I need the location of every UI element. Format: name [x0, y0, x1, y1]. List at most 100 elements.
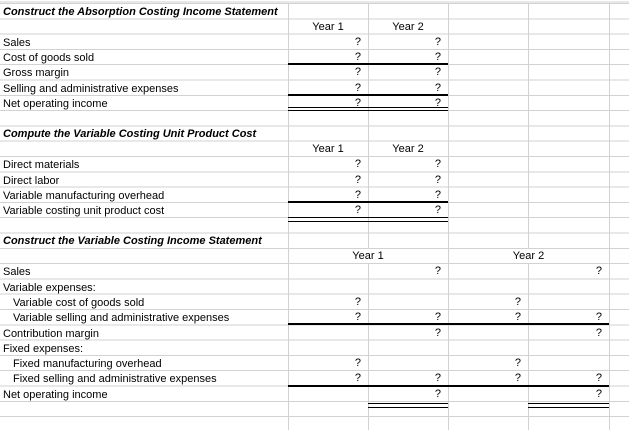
- value-cell-noi-y2[interactable]: ?: [595, 387, 602, 400]
- year1-header: Year 1: [312, 20, 344, 33]
- row-label: Fixed expenses:: [3, 342, 84, 355]
- value-cell-fixed-mo-y2[interactable]: ?: [514, 357, 521, 370]
- row-label: Sales: [3, 36, 31, 49]
- row-label: Variable cost of goods sold: [13, 296, 145, 309]
- value-cell-var-cogs-y2[interactable]: ?: [514, 295, 521, 308]
- value-cell-dl-y1[interactable]: ?: [354, 173, 361, 186]
- value-cell-sales-y2[interactable]: ?: [434, 35, 441, 48]
- row-label: Variable costing unit product cost: [3, 205, 165, 218]
- value-cell-fixed-sga-y2b[interactable]: ?: [595, 372, 602, 385]
- row-label: Direct materials: [3, 159, 80, 172]
- table-row: Variable costing unit product cost ? ?: [0, 202, 629, 217]
- value-cell-sales-y1[interactable]: ?: [434, 265, 441, 278]
- table-row: Fixed manufacturing overhead ? ?: [0, 355, 629, 370]
- gridline-vertical: [528, 3, 529, 248]
- value-cell-fixed-sga-y2a[interactable]: ?: [514, 372, 521, 385]
- row-label: Net operating income: [3, 98, 108, 111]
- table-row: Net operating income ? ?: [0, 386, 629, 401]
- table-row: Contribution margin ? ?: [0, 324, 629, 340]
- gridline-vertical: [528, 263, 529, 430]
- value-cell-gross-margin-y2[interactable]: ?: [434, 66, 441, 79]
- value-cell-gross-margin-y1[interactable]: ?: [354, 66, 361, 79]
- row-label: Variable manufacturing overhead: [3, 189, 165, 202]
- row-label: Net operating income: [3, 388, 108, 401]
- value-cell-var-sga-y2a[interactable]: ?: [514, 311, 521, 324]
- table-row: Year 1 Year 2: [0, 18, 629, 33]
- total-double-border: [368, 403, 448, 408]
- year1-header: Year 1: [312, 142, 344, 155]
- value-cell-sga-y1[interactable]: ?: [354, 81, 361, 94]
- value-cell-var-sga-y2b[interactable]: ?: [595, 311, 602, 324]
- table-row: Variable selling and administrative expe…: [0, 309, 629, 324]
- row-label: Sales: [3, 266, 31, 279]
- year2-header: Year 2: [392, 20, 424, 33]
- table-row: Sales ? ?: [0, 263, 629, 278]
- value-cell-vmo-y2[interactable]: ?: [434, 188, 441, 201]
- table-row: Selling and administrative expenses ? ?: [0, 80, 629, 95]
- table-row: Direct labor ? ?: [0, 171, 629, 187]
- subtotal-border: [288, 94, 448, 96]
- value-cell-dl-y2[interactable]: ?: [434, 173, 441, 186]
- value-cell-sales-y1[interactable]: ?: [354, 35, 361, 48]
- gridline-vertical: [609, 3, 610, 430]
- value-cell-cogs-y2[interactable]: ?: [434, 51, 441, 64]
- row-label: Contribution margin: [3, 327, 99, 340]
- value-cell-contribution-margin-y1[interactable]: ?: [434, 326, 441, 339]
- section3-title: Construct the Variable Costing Income St…: [0, 234, 267, 248]
- value-cell-dm-y2[interactable]: ?: [434, 158, 441, 171]
- section2-title: Compute the Variable Costing Unit Produc…: [0, 127, 262, 141]
- table-row: Fixed selling and administrative expense…: [0, 370, 629, 385]
- row-label: Variable expenses:: [3, 281, 96, 294]
- row-label: Cost of goods sold: [3, 52, 95, 65]
- row-label: Fixed selling and administrative expense…: [13, 373, 217, 386]
- row-label: Gross margin: [3, 67, 70, 80]
- value-cell-fixed-sga-y1a[interactable]: ?: [354, 372, 361, 385]
- subtotal-border: [288, 201, 448, 203]
- value-cell-noi-y1[interactable]: ?: [354, 97, 361, 110]
- subtotal-border: [288, 323, 609, 325]
- value-cell-vmo-y1[interactable]: ?: [354, 188, 361, 201]
- value-cell-cogs-y1[interactable]: ?: [354, 51, 361, 64]
- total-double-border: [288, 107, 448, 111]
- year1-header-merged: Year 1: [352, 250, 384, 263]
- value-cell-var-cogs-y1[interactable]: ?: [354, 295, 361, 308]
- section1-title: Construct the Absorption Costing Income …: [0, 4, 283, 18]
- value-cell-var-sga-y1a[interactable]: ?: [354, 311, 361, 324]
- value-cell-unit-cost-y2[interactable]: ?: [434, 204, 441, 217]
- table-row: Fixed expenses:: [0, 340, 629, 355]
- value-cell-fixed-mo-y1[interactable]: ?: [354, 357, 361, 370]
- table-row: Variable expenses:: [0, 278, 629, 294]
- value-cell-var-sga-y1b[interactable]: ?: [434, 311, 441, 324]
- total-double-border: [528, 403, 609, 408]
- table-row: Net operating income ? ?: [0, 95, 629, 110]
- table-row: Sales ? ?: [0, 34, 629, 49]
- value-cell-fixed-sga-y1b[interactable]: ?: [434, 372, 441, 385]
- table-row: Direct materials ? ?: [0, 156, 629, 171]
- value-cell-noi-y2[interactable]: ?: [434, 97, 441, 110]
- table-row: Year 1 Year 2: [0, 248, 629, 263]
- table-row: Cost of goods sold ? ?: [0, 49, 629, 64]
- value-cell-unit-cost-y1[interactable]: ?: [354, 204, 361, 217]
- table-row: Gross margin ? ?: [0, 64, 629, 79]
- gridline-vertical: [288, 3, 289, 430]
- year2-header-merged: Year 2: [512, 250, 545, 263]
- total-double-border: [288, 217, 448, 222]
- table-row: Variable manufacturing overhead ? ?: [0, 187, 629, 202]
- row-label: Fixed manufacturing overhead: [13, 358, 162, 371]
- row-label: Direct labor: [3, 174, 60, 187]
- value-cell-contribution-margin-y2[interactable]: ?: [595, 326, 602, 339]
- subtotal-border: [288, 63, 448, 65]
- table-row: Construct the Absorption Costing Income …: [0, 3, 629, 18]
- gridline-vertical: [368, 263, 369, 430]
- row-label: Variable selling and administrative expe…: [13, 312, 230, 325]
- gridline-vertical: [448, 3, 449, 430]
- subtotal-border: [288, 385, 609, 387]
- row-label: Selling and administrative expenses: [3, 82, 179, 95]
- value-cell-sales-y2[interactable]: ?: [595, 265, 602, 278]
- value-cell-dm-y1[interactable]: ?: [354, 158, 361, 171]
- table-row: Compute the Variable Costing Unit Produc…: [0, 125, 629, 141]
- table-row: Construct the Variable Costing Income St…: [0, 233, 629, 248]
- value-cell-noi-y1[interactable]: ?: [434, 387, 441, 400]
- value-cell-sga-y2[interactable]: ?: [434, 81, 441, 94]
